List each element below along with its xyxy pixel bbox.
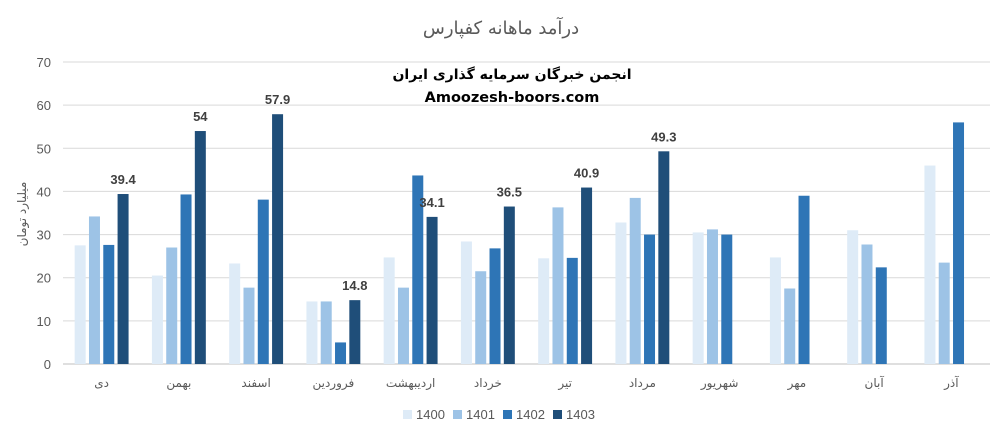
bar-1400-5 (460, 241, 472, 364)
y-tick-label: 30 (37, 228, 51, 243)
bar-1403-1 (194, 131, 206, 364)
bar-1400-7 (615, 222, 627, 364)
bar-1402-7 (644, 234, 656, 364)
bar-1402-5 (489, 248, 501, 364)
bar-1400-1 (151, 275, 163, 364)
bar-1403-2 (272, 114, 284, 365)
bar-1401-7 (629, 197, 641, 364)
bar-1403-3 (349, 300, 361, 364)
bar-1401-11 (938, 262, 950, 364)
bar-1400-0 (74, 245, 86, 364)
bar-1402-1 (180, 194, 192, 364)
legend-swatch-1401 (453, 410, 462, 419)
legend-label: 1403 (566, 407, 595, 422)
bar-1400-8 (692, 232, 704, 364)
data-label: 40.9 (574, 166, 599, 181)
bar-1402-8 (721, 234, 733, 364)
bar-1401-4 (397, 287, 409, 364)
category-label: تیر (557, 376, 572, 391)
y-tick-label: 10 (37, 314, 51, 329)
legend-swatch-1403 (553, 410, 562, 419)
watermark-line1: انجمن خبرگان سرمایه گذاری ایران (392, 66, 631, 83)
bar-1401-2 (243, 287, 255, 364)
category-label: دی (94, 376, 109, 390)
bar-1403-7 (658, 151, 670, 364)
data-label: 34.1 (419, 195, 444, 210)
bar-1402-6 (566, 257, 578, 364)
bar-1400-2 (229, 263, 241, 364)
bar-1401-1 (166, 247, 178, 364)
bar-1402-11 (953, 122, 965, 365)
category-label: آبان (865, 375, 885, 390)
category-label: شهریور (700, 376, 739, 391)
category-label: مهر (787, 376, 807, 391)
legend-label: 1400 (416, 407, 445, 422)
bar-1401-6 (552, 207, 564, 364)
legend-swatch-1402 (503, 410, 512, 419)
category-label: خرداد (474, 376, 502, 391)
category-label: بهمن (166, 376, 191, 391)
y-axis-ticks: 0 10 20 30 40 50 60 70 (37, 55, 51, 372)
category-label: اسفند (241, 376, 270, 390)
bar-1402-3 (335, 342, 347, 364)
legend-label: 1402 (516, 407, 545, 422)
bar-1401-3 (320, 301, 332, 364)
data-label: 36.5 (497, 185, 522, 200)
bar-1402-4 (412, 175, 424, 364)
data-labels: 39.4 54 57.9 14.8 34.1 36.5 40.9 49.3 (110, 92, 676, 293)
bar-1402-2 (257, 199, 269, 364)
y-tick-label: 0 (44, 357, 51, 372)
legend: 1400 1401 1402 1403 (403, 407, 595, 422)
category-label: فروردین (312, 376, 354, 391)
bar-1400-6 (538, 258, 550, 364)
category-label: آذر (943, 375, 959, 391)
legend-label: 1401 (466, 407, 495, 422)
watermark-line2: Amoozesh-boors.com (425, 90, 600, 106)
bars (74, 114, 965, 365)
bar-1403-4 (426, 216, 438, 364)
bar-1400-9 (769, 257, 781, 364)
bar-1401-9 (784, 288, 796, 364)
chart-title: درآمد ماهانه کفپارس (423, 16, 579, 39)
bar-1403-6 (581, 187, 593, 364)
grid-lines (63, 61, 990, 365)
y-tick-label: 60 (37, 98, 51, 113)
category-labels: دی بهمن اسفند فروردین اردیبهشت خرداد تیر مرداد ش… (94, 375, 959, 391)
category-label: مرداد (629, 376, 656, 391)
bar-1400-4 (383, 257, 395, 364)
legend-swatch-1400 (403, 410, 412, 419)
data-label: 57.9 (265, 92, 290, 107)
bar-1401-8 (706, 229, 718, 364)
bar-1403-5 (503, 206, 515, 364)
data-label: 14.8 (342, 278, 367, 293)
data-label: 49.3 (651, 129, 676, 144)
bar-1402-0 (103, 244, 115, 364)
category-label: اردیبهشت (386, 376, 435, 391)
bar-1401-10 (861, 244, 873, 364)
y-tick-label: 40 (37, 184, 51, 199)
bar-1402-9 (798, 195, 810, 364)
data-label: 54 (193, 109, 208, 124)
bar-1400-3 (306, 301, 318, 364)
bar-1401-5 (475, 271, 487, 364)
bar-1402-10 (875, 267, 887, 364)
bar-1401-0 (88, 216, 100, 364)
bar-1403-0 (117, 194, 129, 364)
data-label: 39.4 (110, 172, 136, 187)
bar-1400-10 (847, 230, 859, 364)
y-tick-label: 70 (37, 55, 51, 70)
y-axis-label: میلیارد تومان (15, 182, 30, 247)
y-tick-label: 20 (37, 271, 51, 286)
y-tick-label: 50 (37, 141, 51, 156)
bar-1400-11 (924, 165, 936, 364)
